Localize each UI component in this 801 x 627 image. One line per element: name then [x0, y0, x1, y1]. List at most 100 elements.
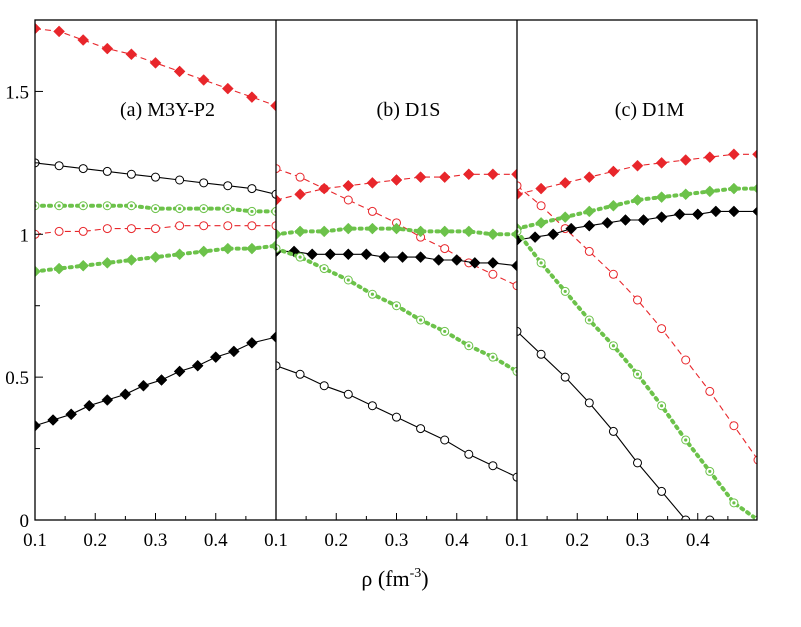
data-point-red-filled	[703, 151, 716, 163]
plot-layer	[35, 22, 757, 520]
data-point-black-filled	[619, 214, 632, 226]
data-point-black-filled	[119, 388, 132, 401]
data-point-green-filled	[752, 183, 757, 194]
data-point-red-filled	[53, 25, 65, 38]
panel-1-series	[35, 22, 276, 432]
data-point-black-open	[608, 426, 618, 436]
data-point-green-filled	[276, 228, 282, 241]
data-point-black-filled	[432, 254, 445, 266]
data-point-black-filled	[752, 206, 757, 217]
data-point-green-filled	[583, 205, 596, 218]
series-red-open	[517, 181, 757, 465]
data-point-red-filled	[462, 168, 475, 181]
data-point-red-filled	[101, 42, 114, 55]
data-point-green-open	[295, 252, 305, 262]
data-point-red-open	[440, 244, 450, 254]
marker-dot	[660, 404, 664, 408]
data-point-green-filled	[607, 199, 620, 212]
marker-ring	[753, 515, 757, 520]
data-point-red-open	[753, 455, 757, 465]
data-point-black-open	[319, 381, 329, 391]
data-point-red-open	[126, 224, 136, 234]
data-point-red-filled	[197, 74, 210, 86]
data-point-green-filled	[77, 259, 90, 272]
data-point-green-open	[78, 201, 88, 211]
data-point-green-filled	[318, 225, 331, 238]
series-black-open	[276, 361, 517, 482]
data-point-red-open	[488, 269, 498, 279]
data-point-green-filled	[655, 191, 668, 203]
marker-dot	[81, 204, 85, 208]
frame-layer	[34, 19, 758, 521]
x-tick-label: 0.2	[83, 530, 107, 551]
data-point-red-open	[681, 355, 691, 365]
data-point-green-open	[584, 315, 594, 325]
marker-dot	[346, 278, 350, 282]
x-tick-label: 0.1	[264, 530, 288, 551]
data-point-red-open	[54, 226, 64, 236]
marker-dot	[129, 204, 133, 208]
data-point-black-filled	[191, 359, 204, 372]
data-point-red-filled	[607, 165, 620, 178]
data-point-red-open	[271, 221, 276, 231]
data-point-red-open	[276, 164, 281, 174]
data-point-green-filled	[197, 245, 210, 258]
data-point-red-filled	[125, 48, 138, 61]
data-point-red-open	[657, 324, 667, 334]
data-point-red-filled	[679, 154, 692, 166]
series-black-filled	[517, 205, 757, 246]
data-point-black-filled	[511, 259, 517, 272]
data-point-red-filled	[318, 182, 331, 195]
data-point-red-open	[517, 181, 522, 191]
series-red-filled	[276, 168, 517, 206]
data-point-black-filled	[655, 211, 668, 223]
data-point-red-filled	[438, 171, 451, 183]
data-point-black-open	[488, 461, 498, 471]
series-black-open	[517, 326, 715, 520]
data-point-black-filled	[227, 345, 240, 358]
data-point-black-open	[276, 361, 281, 371]
data-point-black-open	[175, 175, 185, 185]
x-axis-title: ρ (fm-3)	[361, 566, 428, 591]
series-red-open	[35, 221, 276, 239]
data-point-black-filled	[324, 248, 337, 261]
data-point-red-filled	[535, 182, 547, 195]
data-point-red-filled	[35, 22, 41, 35]
data-point-green-filled	[487, 228, 499, 241]
data-point-black-filled	[601, 217, 614, 229]
data-point-black-filled	[565, 222, 578, 235]
data-point-green-filled	[173, 248, 186, 261]
data-point-black-open	[199, 178, 209, 188]
marker-ring	[517, 226, 522, 236]
data-point-black-open	[247, 184, 257, 194]
marker-dot	[202, 206, 206, 211]
series-black-open	[35, 158, 276, 199]
data-point-black-filled	[306, 248, 319, 261]
data-point-red-open	[343, 195, 353, 205]
data-point-red-filled	[270, 99, 276, 112]
data-point-green-open	[247, 206, 257, 216]
data-point-red-filled	[77, 34, 90, 46]
marker-dot	[587, 318, 591, 322]
data-point-green-filled	[631, 194, 644, 206]
data-point-black-open	[151, 172, 160, 182]
data-point-black-open	[416, 424, 426, 434]
data-point-green-open	[54, 201, 64, 211]
marker-ring	[512, 366, 517, 376]
data-point-black-filled	[468, 257, 481, 269]
data-point-red-open	[78, 226, 88, 236]
data-point-black-open	[464, 449, 474, 459]
marker-dot	[467, 344, 471, 348]
series-red-filled	[517, 148, 757, 201]
marker-dot	[57, 204, 61, 208]
x-tick-label: 0.3	[144, 530, 168, 551]
data-point-black-filled	[83, 399, 96, 412]
data-point-red-filled	[414, 171, 427, 183]
data-point-red-open	[247, 221, 257, 231]
data-point-green-open	[681, 435, 691, 445]
data-point-black-open	[102, 166, 112, 176]
data-point-black-open	[536, 349, 546, 359]
data-point-red-filled	[487, 168, 499, 181]
data-point-red-filled	[631, 159, 644, 172]
series-green-filled	[35, 239, 276, 278]
